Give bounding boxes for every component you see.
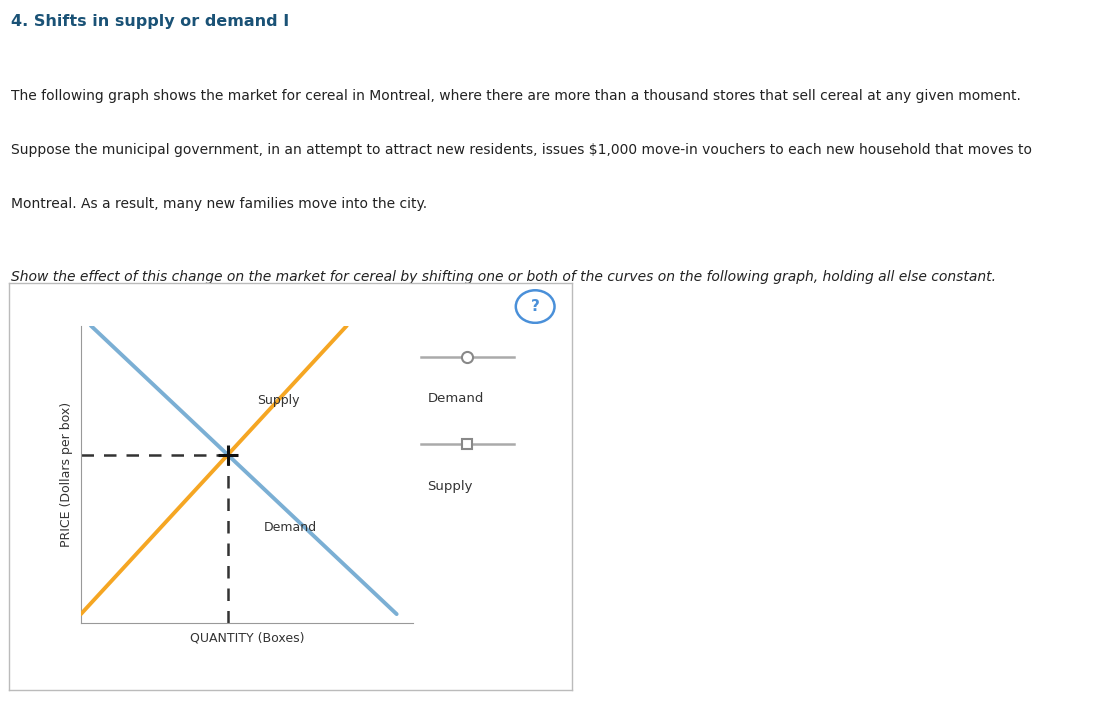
Y-axis label: PRICE (Dollars per box): PRICE (Dollars per box) bbox=[60, 402, 72, 547]
Text: Suppose the municipal government, in an attempt to attract new residents, issues: Suppose the municipal government, in an … bbox=[11, 143, 1032, 157]
Text: ?: ? bbox=[531, 299, 540, 314]
Text: Supply: Supply bbox=[428, 480, 473, 493]
Text: Supply: Supply bbox=[257, 394, 299, 406]
Text: Montreal. As a result, many new families move into the city.: Montreal. As a result, many new families… bbox=[11, 197, 428, 211]
Text: 4. Shifts in supply or demand I: 4. Shifts in supply or demand I bbox=[11, 14, 289, 29]
Text: Demand: Demand bbox=[428, 392, 484, 406]
Text: The following graph shows the market for cereal in Montreal, where there are mor: The following graph shows the market for… bbox=[11, 89, 1020, 103]
X-axis label: QUANTITY (Boxes): QUANTITY (Boxes) bbox=[189, 632, 305, 644]
Text: Show the effect of this change on the market for cereal by shifting one or both : Show the effect of this change on the ma… bbox=[11, 270, 996, 284]
Text: Demand: Demand bbox=[264, 521, 317, 535]
